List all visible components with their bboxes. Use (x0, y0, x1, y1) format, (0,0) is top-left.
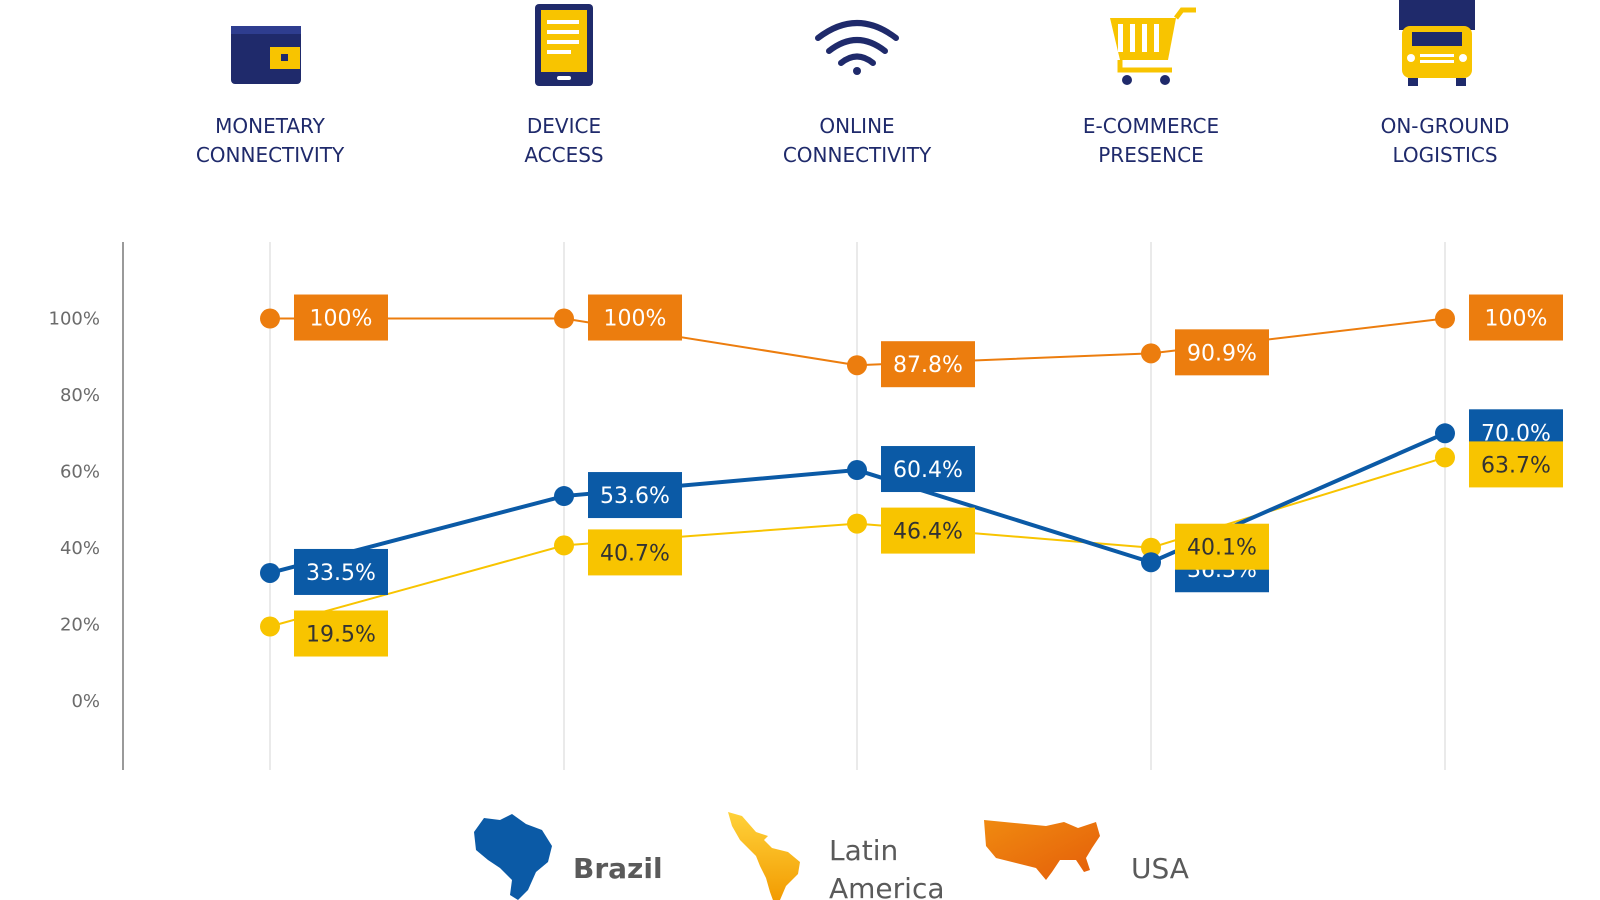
usa-data-point (554, 308, 574, 329)
usa-data-point (1435, 308, 1455, 329)
brazil-value-label: 33.5% (306, 561, 376, 586)
legend-label: USA (1131, 852, 1189, 885)
latam-label-box (588, 529, 682, 576)
latam-value-label: 40.1% (1187, 536, 1257, 561)
category-icons (231, 0, 1475, 86)
legend-labels: Brazil Latin America USA (573, 834, 1189, 900)
legend (474, 812, 1100, 900)
brazil-label-box (588, 472, 682, 519)
brazil-data-point (260, 562, 280, 583)
category-label: CONNECTIVITY (196, 143, 345, 167)
tablet-icon (535, 4, 593, 86)
delivery-truck-icon (1399, 0, 1475, 86)
category-label: ACCESS (524, 143, 603, 167)
brazil-map-icon (474, 814, 552, 900)
latam-data-point (847, 513, 867, 534)
y-axis-tick-labels: 0% 20% 40% 60% 80% 100% (49, 309, 100, 713)
brazil-data-point (1141, 552, 1161, 573)
brazil-label-box (881, 446, 975, 493)
brazil-label-box (294, 548, 388, 595)
usa-label-box (1469, 294, 1563, 341)
latam-value-label: 19.5% (306, 623, 376, 648)
y-tick-label: 80% (60, 385, 100, 406)
usa-value-label: 90.9% (1187, 341, 1257, 366)
category-label: ONLINE (819, 114, 894, 138)
shopping-cart-icon (1110, 7, 1196, 85)
latam-data-point (1435, 447, 1455, 468)
latam-label-box (1175, 523, 1269, 570)
usa-label-box (1175, 329, 1269, 376)
usa-label-box (294, 294, 388, 341)
usa-data-point (1141, 343, 1161, 364)
category-label: DEVICE (527, 114, 601, 138)
latam-label-box (1469, 441, 1563, 488)
usa-value-label: 100% (310, 307, 373, 332)
latam-label-box (294, 610, 388, 657)
brazil-data-point (554, 486, 574, 507)
y-tick-label: 60% (60, 462, 100, 483)
y-tick-label: 0% (71, 691, 100, 712)
usa-map-icon (984, 820, 1100, 880)
value-labels: 100% 100%87.8% 90.9%100%33.5%53.6%60.4%36.… (294, 294, 1563, 657)
latam-value-label: 46.4% (893, 520, 963, 545)
usa-data-point (847, 355, 867, 376)
latam-data-point (1141, 537, 1161, 558)
latam-value-label: 63.7% (1481, 453, 1551, 478)
category-label: PRESENCE (1098, 143, 1204, 167)
brazil-data-point (1435, 423, 1455, 444)
wifi-icon (815, 20, 899, 75)
usa-data-point (260, 308, 280, 329)
wallet-icon (231, 26, 301, 84)
brazil-data-point (847, 460, 867, 481)
latin-america-map-icon (728, 812, 800, 900)
legend-label: America (829, 872, 945, 900)
latam-data-point (260, 616, 280, 637)
y-tick-label: 100% (49, 309, 100, 330)
latam-value-label: 40.7% (600, 541, 670, 566)
brazil-value-label: 60.4% (893, 458, 963, 483)
usa-value-label: 100% (604, 307, 667, 332)
latam-data-point (554, 535, 574, 556)
usa-label-box (588, 294, 682, 341)
category-label: ON-GROUND (1381, 114, 1510, 138)
chart-series (260, 308, 1455, 637)
legend-label: Brazil (573, 852, 663, 885)
category-labels: MONETARY CONNECTIVITY DEVICE ACCESS ONLINE CO… (196, 114, 1510, 167)
y-tick-label: 40% (60, 538, 100, 559)
usa-value-label: 100% (1485, 307, 1548, 332)
y-tick-label: 20% (60, 615, 100, 636)
category-label: LOGISTICS (1392, 143, 1497, 167)
category-label: MONETARY (215, 114, 326, 138)
category-label: CONNECTIVITY (783, 143, 932, 167)
usa-label-box (881, 341, 975, 388)
latam-label-box (881, 507, 975, 554)
brazil-value-label: 53.6% (600, 484, 670, 509)
usa-value-label: 87.8% (893, 353, 963, 378)
legend-label: Latin (829, 834, 898, 867)
vertical-gridlines (269, 242, 1446, 770)
category-label: E-COMMERCE (1083, 114, 1219, 138)
